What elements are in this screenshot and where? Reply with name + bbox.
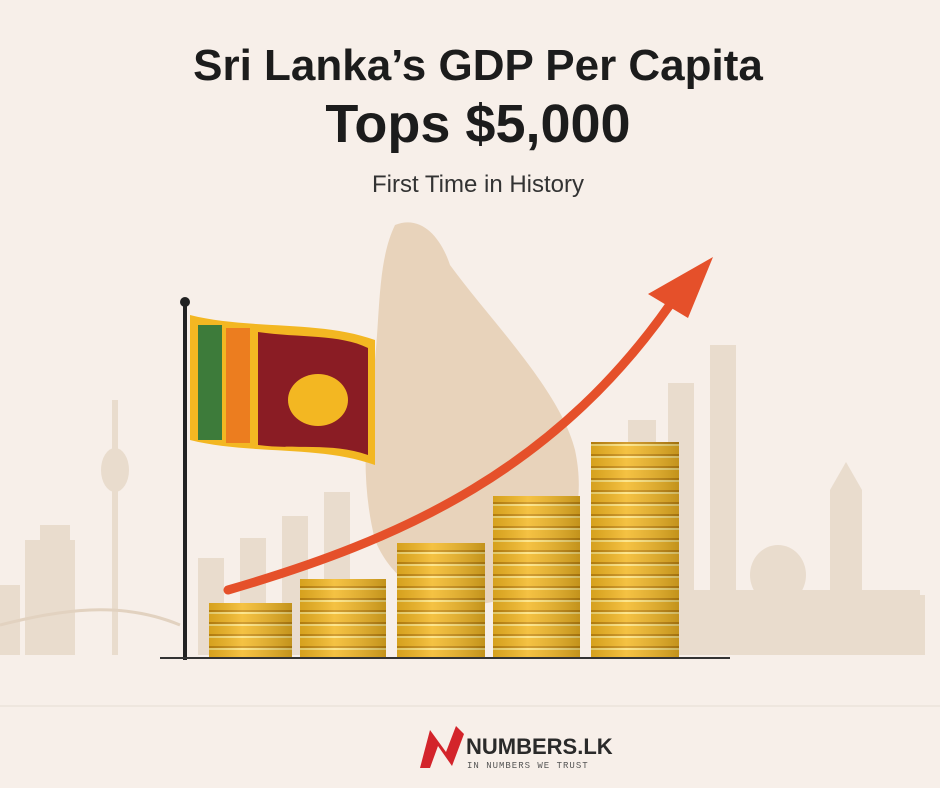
title-line-2: Tops $5,000 xyxy=(325,94,630,154)
title-line-1: Sri Lanka’s GDP Per Capita xyxy=(193,41,763,90)
brand-tagline: IN NUMBERS WE TRUST xyxy=(467,761,589,771)
flag xyxy=(190,315,375,465)
coin-stacks xyxy=(209,442,679,657)
growth-arrow xyxy=(223,285,685,595)
brand-name: NUMBERS.LK xyxy=(466,734,613,759)
subtitle: First Time in History xyxy=(372,171,584,198)
arrow-head xyxy=(648,257,713,318)
pole-top xyxy=(180,297,190,307)
logo-mark xyxy=(420,726,464,768)
bridge xyxy=(0,608,181,627)
